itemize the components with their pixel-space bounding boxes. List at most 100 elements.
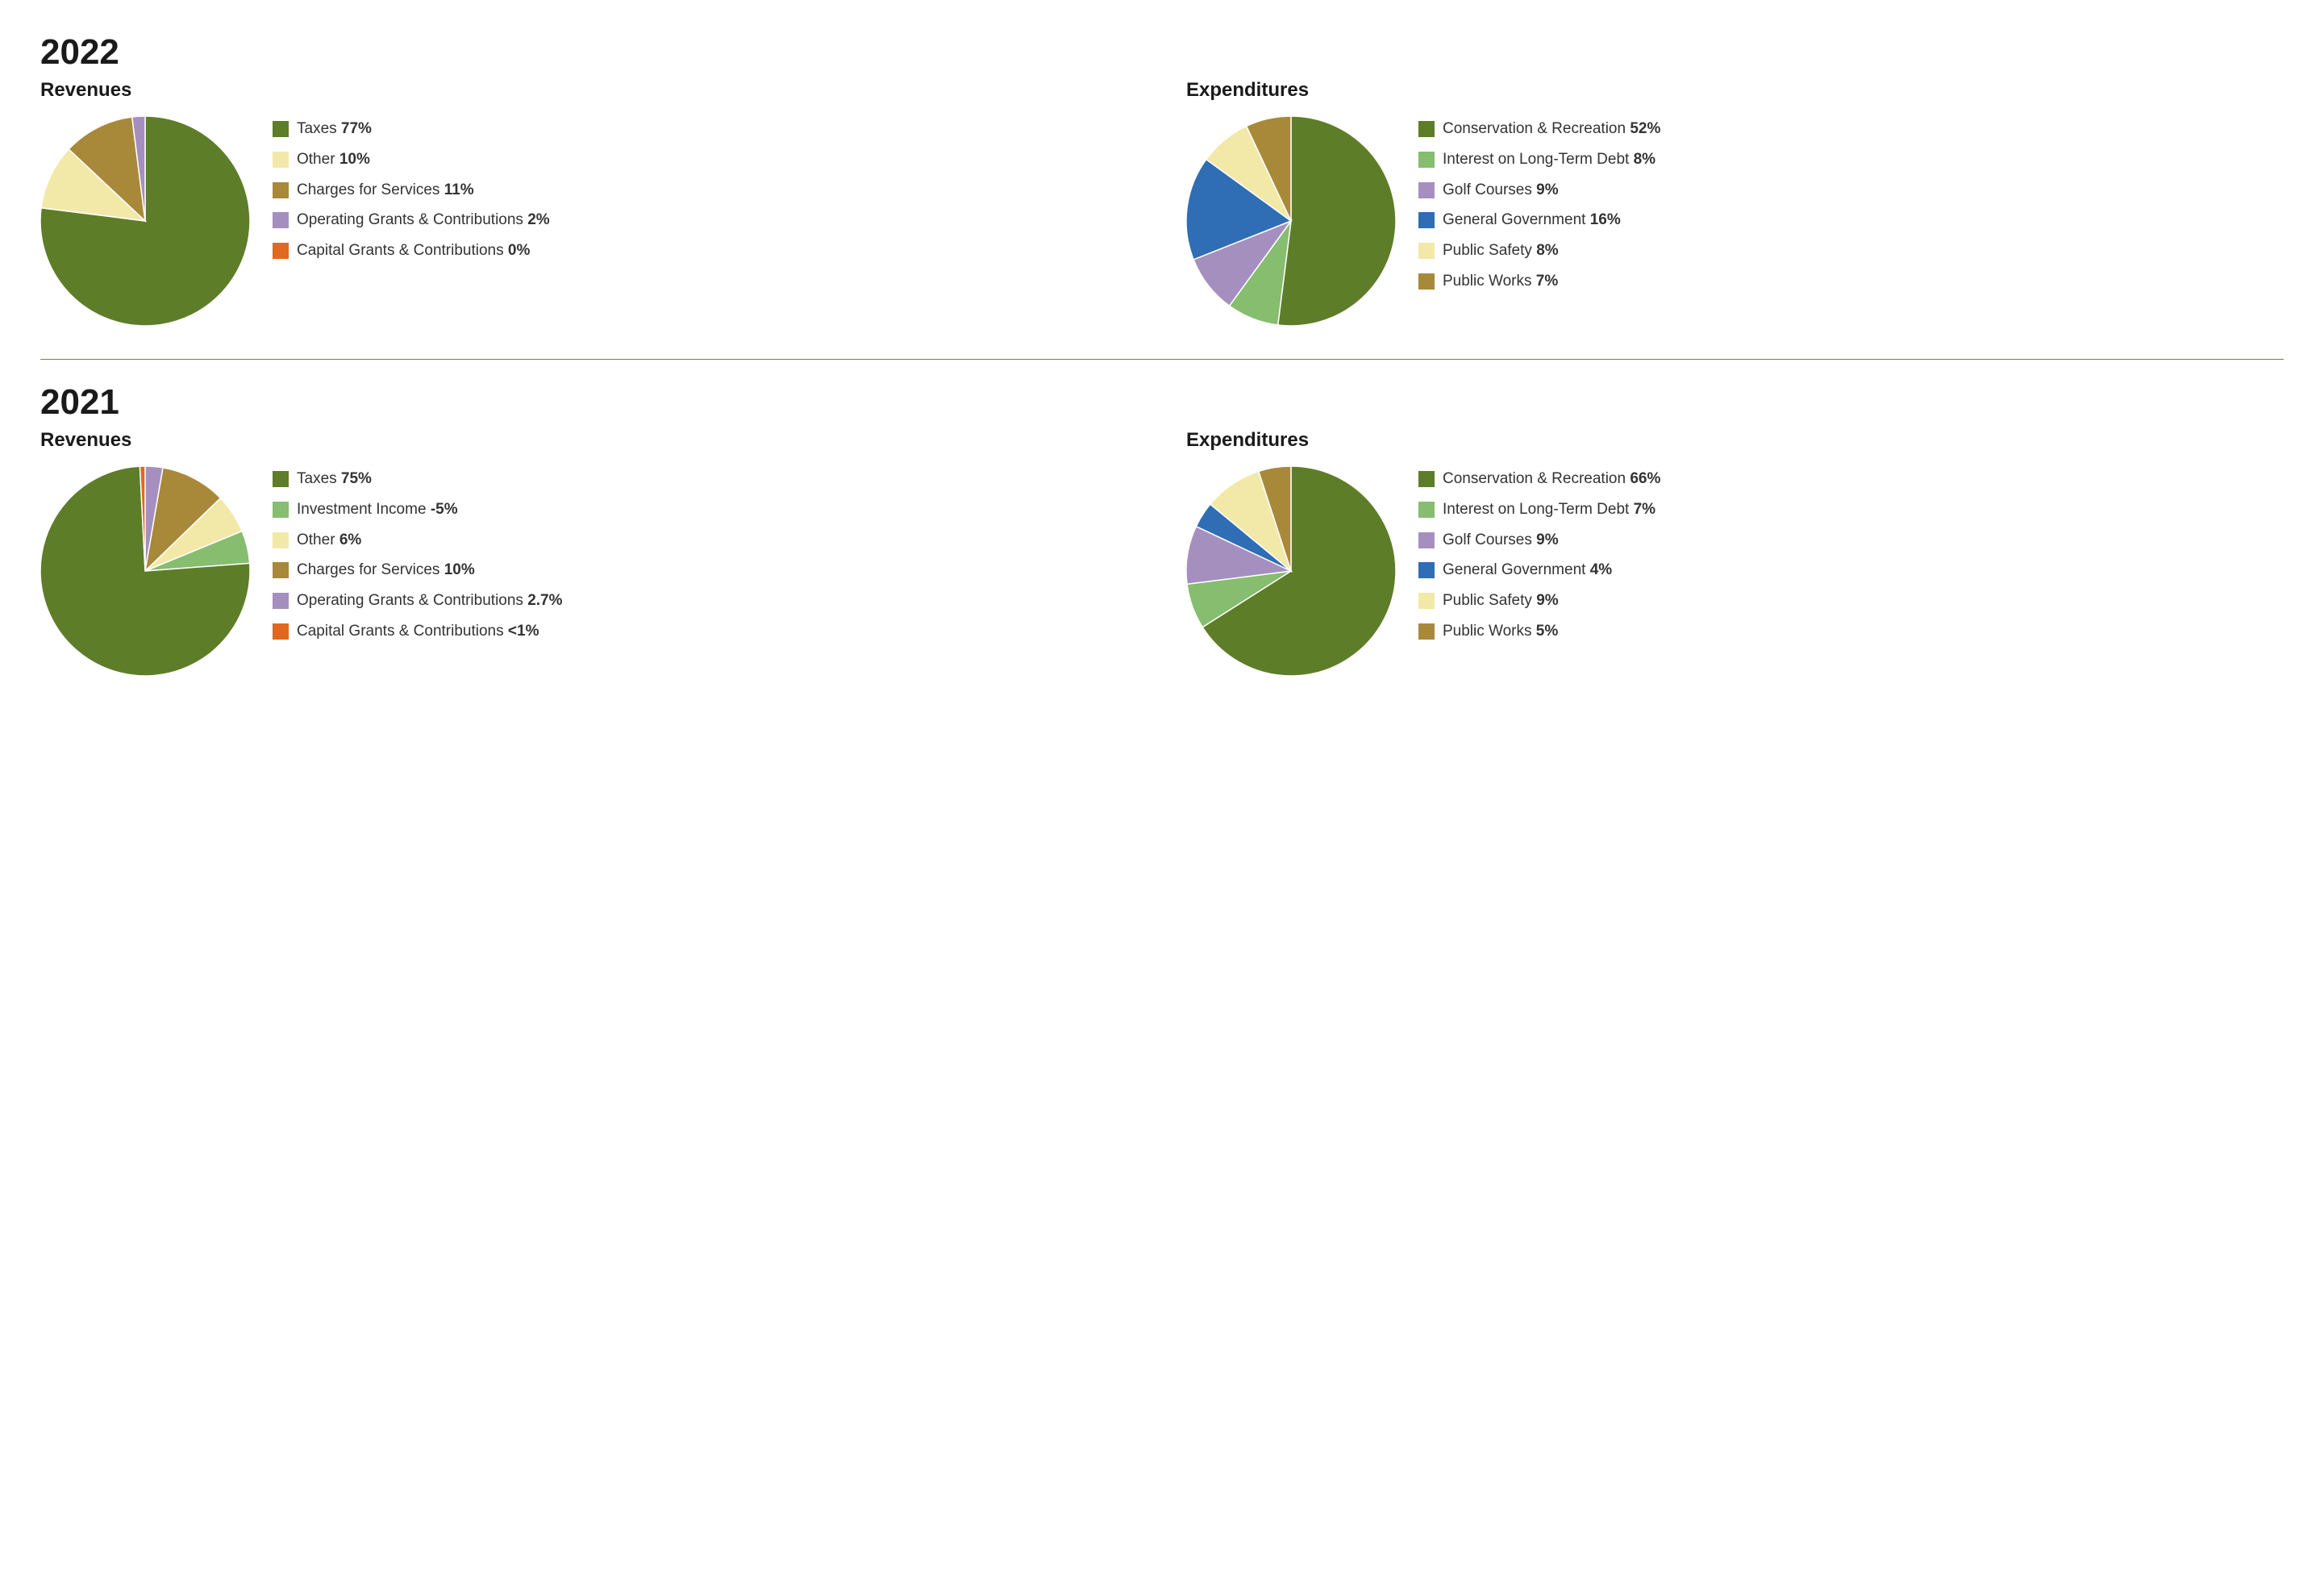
legend: Taxes 77%Other 10%Charges for Services 1… [273,116,1138,261]
legend-text: Public Safety 9% [1443,591,1559,611]
legend-item: Other 6% [273,531,1138,550]
chart-column: ExpendituresConservation & Recreation 66… [1186,429,2284,680]
legend-label: Charges for Services [297,181,439,198]
year-block: 2021RevenuesTaxes 75%Investment Income -… [40,382,2284,680]
chart-body: Conservation & Recreation 66%Interest on… [1186,466,2284,680]
legend-item: Operating Grants & Contributions 2.7% [273,591,1138,611]
legend-label: Golf Courses [1443,531,1532,548]
legend-item: Interest on Long-Term Debt 7% [1418,500,2284,519]
legend-label: Taxes [297,470,337,487]
legend-swatch [273,532,289,548]
legend-value: 8% [1536,242,1558,259]
pie-chart [1186,116,1396,326]
legend-item: Golf Courses 9% [1418,181,2284,200]
legend-value: 77% [341,120,372,137]
legend-value: 66% [1630,470,1660,487]
legend-swatch [273,471,289,487]
legend-item: Capital Grants & Contributions <1% [273,622,1138,641]
legend-value: 0% [508,242,530,259]
legend-item: Charges for Services 10% [273,561,1138,580]
figure-root: 2022 Revenues Taxes 77% Other 10% Charges fo… [40,32,2284,680]
legend-item: Charges for Services 11% [273,181,1138,200]
legend-label: Golf Courses [1443,181,1532,198]
pie-chart [1186,466,1396,676]
pie-holder [40,116,250,330]
legend-label: Interest on Long-Term Debt [1443,151,1629,168]
legend-item: Conservation & Recreation 66% [1418,469,2284,489]
year-title: 2022 [40,32,2284,73]
chart-body: Taxes 75%Investment Income -5%Other 6%Ch… [40,466,1138,680]
legend-label: Interest on Long-Term Debt [1443,501,1629,518]
legend-swatch [273,502,289,518]
legend-label: Public Safety [1443,592,1532,609]
chart-title: Revenues [40,79,1138,102]
legend-text: Other 6% [297,531,361,550]
chart-body: Conservation & Recreation 52%Interest on… [1186,116,2284,330]
legend-value: 10% [339,151,370,168]
legend-value: 4% [1590,561,1612,578]
legend-text: Operating Grants & Contributions 2% [297,211,550,230]
legend-swatch [1418,273,1435,290]
legend-swatch [1418,182,1435,198]
legend-item: Public Works 7% [1418,272,2284,291]
chart-title: Revenues [40,429,1138,452]
legend-swatch [273,593,289,609]
legend-label: Conservation & Recreation [1443,120,1626,137]
legend-value: 75% [341,470,372,487]
legend-text: Other 10% [297,150,370,169]
legend-value: <1% [508,623,539,640]
legend-item: General Government 4% [1418,561,2284,580]
legend-text: General Government 4% [1443,561,1612,580]
legend-label: Conservation & Recreation [1443,470,1626,487]
legend-item: Golf Courses 9% [1418,531,2284,550]
legend-swatch [1418,532,1435,548]
charts-row: RevenuesTaxes 77%Other 10%Charges for Se… [40,79,2284,330]
chart-column: Expenditures Conservation & Recreation 52… [1186,79,2284,330]
legend-value: 8% [1634,151,1656,168]
legend-value: 9% [1536,181,1558,198]
legend-swatch [273,182,289,198]
legend-label: Public Safety [1443,242,1532,259]
legend-label: Other [297,151,335,168]
legend-text: Golf Courses 9% [1443,181,1559,200]
legend-label: Charges for Services [297,561,439,578]
legend-text: Public Works 5% [1443,622,1558,641]
legend-label: Capital Grants & Contributions [297,623,504,640]
legend-swatch [273,562,289,578]
legend-swatch [1418,502,1435,518]
legend-value: 6% [339,531,361,548]
chart-column: RevenuesTaxes 77%Other 10%Charges for Se… [40,79,1138,330]
legend-swatch [1418,243,1435,259]
legend-text: Operating Grants & Contributions 2.7% [297,591,563,611]
legend-label: Public Works [1443,623,1532,640]
pie-slice [1278,116,1396,326]
charts-row: RevenuesTaxes 75%Investment Income -5%Ot… [40,429,2284,680]
legend-swatch [273,623,289,640]
legend-text: Public Works 7% [1443,272,1558,291]
legend-label: Operating Grants & Contributions [297,211,523,228]
legend: Taxes 75%Investment Income -5%Other 6%Ch… [273,466,1138,641]
year-divider [40,359,2284,360]
legend-item: Public Works 5% [1418,622,2284,641]
chart-column: RevenuesTaxes 75%Investment Income -5%Ot… [40,429,1138,680]
legend-item: Operating Grants & Contributions 2% [273,211,1138,230]
legend-value: -5% [431,501,458,518]
legend-text: Interest on Long-Term Debt 7% [1443,500,1656,519]
legend-text: General Government 16% [1443,211,1621,230]
legend-item: Public Safety 8% [1418,241,2284,261]
chart-body: Taxes 77%Other 10%Charges for Services 1… [40,116,1138,330]
legend-value: 2% [527,211,549,228]
legend-label: Capital Grants & Contributions [297,242,504,259]
legend-swatch [273,212,289,228]
legend-text: Charges for Services 10% [297,561,475,580]
legend-label: Public Works [1443,273,1532,290]
legend-value: 7% [1536,273,1558,290]
legend-value: 2.7% [527,592,562,609]
legend-text: Interest on Long-Term Debt 8% [1443,150,1656,169]
legend-label: General Government [1443,561,1585,578]
legend-swatch [1418,212,1435,228]
legend-swatch [273,152,289,168]
chart-title: Expenditures [1186,79,2284,102]
legend-swatch [273,121,289,137]
legend-item: Interest on Long-Term Debt 8% [1418,150,2284,169]
